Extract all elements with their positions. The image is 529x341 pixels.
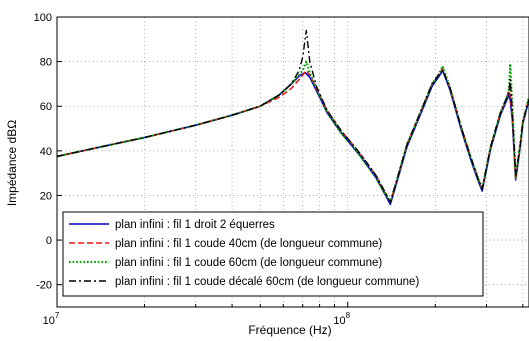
x-tick-label: 108 <box>333 311 350 327</box>
x-tick-label: 107 <box>43 311 60 327</box>
legend-label-4: plan infini : fil 1 coude décalé 60cm (d… <box>115 276 419 288</box>
series-line-2 <box>57 67 529 203</box>
y-tick-label: 0 <box>46 235 52 247</box>
y-tick-label: 40 <box>40 146 52 158</box>
y-tick-label: 80 <box>40 57 52 69</box>
series-line-3 <box>57 60 529 204</box>
y-axis-label: Impédance dBΩ <box>5 120 19 206</box>
y-axis-ticks: -20 0 20 40 60 80 100 <box>34 12 62 292</box>
x-axis-ticks: 107 108 <box>43 302 524 327</box>
plot-frame <box>56 16 529 308</box>
y-tick-label: 20 <box>40 190 52 202</box>
legend-label-3: plan infini : fil 1 coude 60cm (de longu… <box>115 257 382 269</box>
y-tick-label: 100 <box>34 12 52 24</box>
legend: plan infini : fil 1 droit 2 équerres plan… <box>62 211 484 297</box>
y-tick-label: 60 <box>40 101 52 113</box>
y-tick-label: -20 <box>36 280 52 292</box>
legend-label-1: plan infini : fil 1 droit 2 équerres <box>115 219 275 231</box>
series-group <box>57 29 529 206</box>
x-axis-label: Fréquence (Hz) <box>248 323 331 337</box>
legend-box <box>62 211 484 297</box>
legend-label-2: plan infini : fil 1 coude 40cm (de longu… <box>115 238 382 250</box>
